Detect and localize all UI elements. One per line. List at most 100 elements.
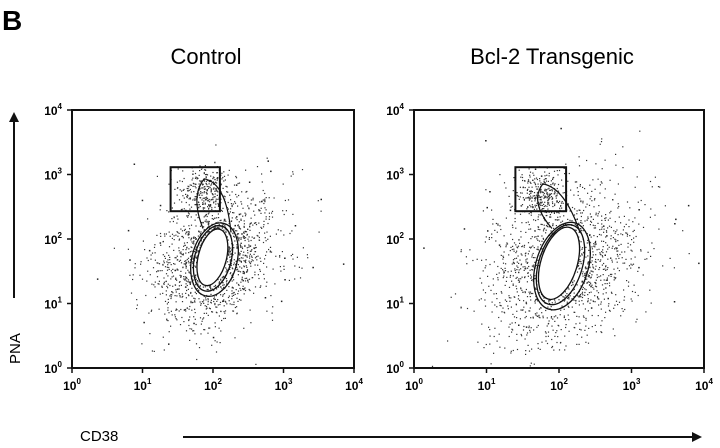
event-dot (543, 208, 545, 210)
event-dot (152, 267, 155, 269)
event-dot (198, 231, 200, 233)
event-dot (537, 226, 539, 228)
event-dot (657, 186, 660, 188)
event-dot (237, 274, 239, 276)
event-dot (600, 331, 602, 333)
event-dot (201, 187, 203, 189)
event-dot (540, 202, 542, 204)
event-dot (204, 202, 206, 204)
event-dot (622, 146, 624, 148)
event-dot (580, 221, 582, 224)
event-dot (201, 183, 203, 185)
event-dot (564, 319, 567, 321)
event-dot (576, 213, 578, 215)
event-dot (211, 288, 213, 290)
event-dot (594, 281, 596, 284)
event-dot (180, 262, 183, 264)
event-dot (624, 308, 626, 311)
event-dot (243, 288, 245, 290)
event-dot (185, 249, 187, 251)
event-dot (533, 181, 535, 183)
event-dot (595, 283, 597, 285)
event-dot (233, 279, 235, 281)
event-dot (224, 300, 226, 302)
event-dot (518, 295, 520, 297)
event-dot (508, 195, 510, 197)
event-dot (493, 352, 495, 354)
event-dot (615, 300, 618, 302)
event-dot (175, 277, 177, 279)
event-dot (226, 268, 228, 270)
event-dot (239, 228, 242, 230)
event-dot (231, 191, 233, 193)
event-dot (615, 294, 617, 296)
event-dot (598, 233, 601, 236)
event-dot (170, 278, 172, 280)
event-dot (217, 178, 219, 180)
event-dot (492, 278, 494, 280)
event-dot (540, 182, 542, 184)
event-dot (232, 310, 234, 312)
event-dot (510, 270, 512, 272)
event-dot (242, 288, 244, 290)
event-dot (539, 196, 542, 198)
event-dot (493, 261, 495, 263)
event-dot (581, 247, 584, 249)
event-dot (236, 306, 238, 308)
event-dot (513, 248, 515, 250)
event-dot (232, 254, 234, 256)
event-dot (525, 197, 527, 199)
event-dot (532, 195, 534, 197)
event-dot (198, 298, 200, 300)
event-dot (604, 188, 606, 190)
event-dot (238, 182, 241, 184)
event-dot (530, 292, 532, 295)
event-dot (154, 252, 156, 254)
event-dot (167, 275, 169, 277)
event-dot (222, 294, 224, 296)
event-dot (233, 303, 235, 306)
event-dot (498, 244, 501, 246)
event-dot (503, 270, 505, 272)
event-dot (460, 251, 462, 253)
event-dot (576, 218, 578, 220)
event-dot (207, 220, 209, 222)
event-dot (542, 238, 545, 240)
event-dot (617, 240, 619, 242)
event-dot (496, 273, 498, 275)
event-dot (595, 163, 597, 165)
event-dot (543, 181, 545, 184)
event-dot (549, 216, 551, 218)
event-dot (503, 182, 506, 184)
event-dot (524, 187, 526, 189)
event-dot (205, 219, 207, 221)
event-dot (606, 244, 609, 246)
event-dot (511, 205, 513, 207)
event-dot (228, 300, 230, 302)
event-dot (617, 234, 619, 236)
x-tick-label: 104 (695, 377, 713, 393)
event-dot (614, 304, 616, 306)
event-dot (530, 317, 532, 319)
event-dot (534, 257, 536, 259)
event-dot (485, 343, 487, 346)
event-dot (599, 260, 601, 262)
event-dot (565, 324, 567, 326)
event-dot (520, 264, 522, 266)
event-dot (193, 251, 195, 253)
density-contour (192, 224, 234, 292)
event-dot (538, 201, 540, 204)
event-dot (547, 306, 549, 308)
event-dot (580, 285, 582, 287)
event-dot (631, 300, 633, 302)
event-dot (195, 187, 197, 189)
event-dot (522, 245, 524, 247)
event-dot (207, 200, 209, 202)
event-dot (240, 242, 242, 244)
event-dot (237, 237, 239, 239)
x-tick-label: 101 (478, 377, 496, 393)
event-dot (582, 200, 584, 202)
event-dot (253, 247, 256, 250)
event-dot (253, 247, 255, 249)
